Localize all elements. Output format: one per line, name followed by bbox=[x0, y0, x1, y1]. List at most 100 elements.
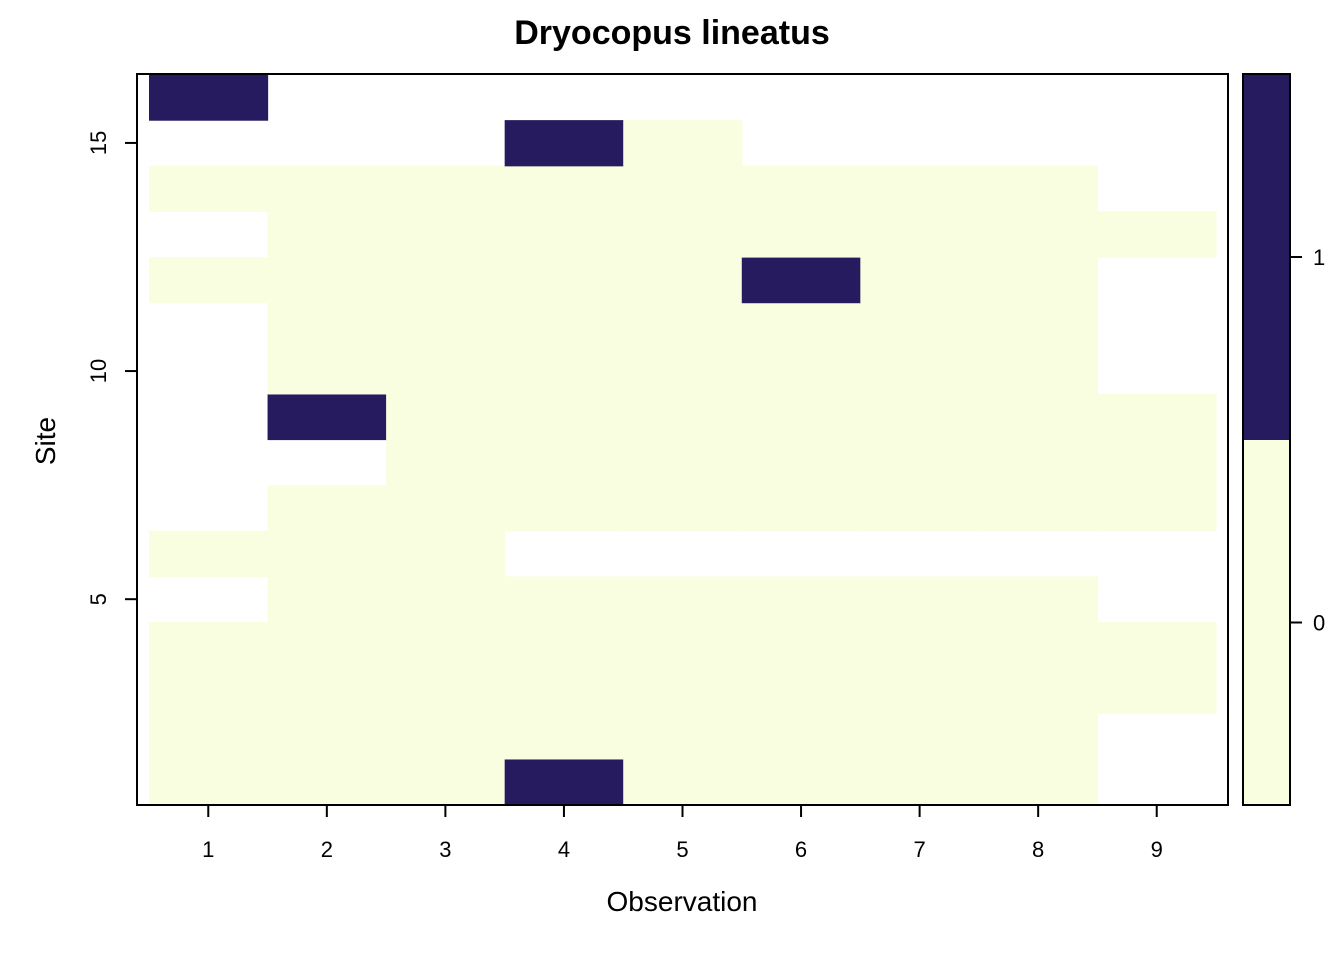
heatmap-cell bbox=[623, 165, 743, 212]
heatmap-cell bbox=[978, 622, 1099, 669]
y-axis-label: Site bbox=[30, 417, 61, 465]
heatmap-cell bbox=[386, 439, 506, 486]
heatmap-cell bbox=[978, 257, 1099, 304]
heatmap-cell bbox=[267, 257, 387, 304]
heatmap-cell bbox=[386, 530, 506, 577]
heatmap-cell bbox=[149, 530, 269, 577]
heatmap-cell bbox=[267, 348, 387, 395]
heatmap-cell bbox=[504, 439, 624, 486]
heatmap-cell bbox=[1097, 439, 1217, 486]
heatmap-cell bbox=[623, 439, 743, 486]
heatmap-cell bbox=[978, 576, 1099, 623]
heatmap-cell bbox=[504, 576, 624, 623]
heatmap-cell bbox=[860, 165, 980, 212]
heatmap-cell bbox=[149, 758, 269, 806]
legend-tick-label: 0 bbox=[1313, 611, 1325, 636]
heatmap-cell bbox=[386, 758, 506, 806]
heatmap-cell bbox=[504, 622, 624, 669]
heatmap-cell bbox=[504, 393, 624, 441]
heatmap-cell bbox=[386, 302, 506, 349]
heatmap-cell bbox=[504, 713, 624, 760]
heatmap-cell bbox=[623, 393, 743, 441]
heatmap-cell bbox=[149, 74, 269, 121]
heatmap-cell bbox=[504, 485, 624, 532]
legend-tick-label: 1 bbox=[1313, 245, 1325, 270]
heatmap-cell bbox=[149, 713, 269, 760]
heatmap-cell bbox=[623, 120, 743, 167]
heatmap-cell bbox=[504, 165, 624, 212]
heatmap-cell bbox=[860, 576, 980, 623]
heatmap-cell bbox=[149, 622, 269, 669]
y-axis: 5 10 15 bbox=[86, 131, 138, 605]
heatmap-cell bbox=[623, 302, 743, 349]
heatmap-cell bbox=[623, 211, 743, 258]
heatmap-cell bbox=[860, 622, 980, 669]
heatmap-cell bbox=[504, 758, 624, 806]
heatmap-cell bbox=[267, 622, 387, 669]
heatmap-cell bbox=[504, 257, 624, 304]
heatmap-cell bbox=[149, 667, 269, 714]
heatmap-cell bbox=[978, 393, 1099, 441]
heatmap-cell bbox=[623, 485, 743, 532]
heatmap-cell bbox=[741, 439, 861, 486]
heatmap-cell bbox=[741, 485, 861, 532]
heatmap-cell bbox=[741, 348, 861, 395]
heatmap-cell bbox=[1097, 485, 1217, 532]
heatmap-cell bbox=[1097, 667, 1217, 714]
heatmap-cell bbox=[741, 622, 861, 669]
heatmap-cell bbox=[267, 530, 387, 577]
x-tick-label: 2 bbox=[321, 837, 333, 862]
y-tick-label: 5 bbox=[86, 593, 111, 605]
heatmap-cell bbox=[860, 758, 980, 806]
x-tick-label: 3 bbox=[439, 837, 451, 862]
heatmap-cell bbox=[860, 348, 980, 395]
heatmap-cell bbox=[741, 758, 861, 806]
heatmap-cell bbox=[978, 439, 1099, 486]
heatmap-cell bbox=[1097, 211, 1217, 258]
heatmap-cell bbox=[741, 576, 861, 623]
heatmap-cell bbox=[386, 576, 506, 623]
heatmap-cell bbox=[267, 302, 387, 349]
heatmap-cell bbox=[741, 393, 861, 441]
heatmap-cell bbox=[978, 165, 1099, 212]
heatmap-cell bbox=[386, 667, 506, 714]
heatmap-cell bbox=[860, 667, 980, 714]
color-legend: 01 bbox=[1242, 73, 1325, 806]
x-axis: 1 2 3 4 5 6 7 8 9 bbox=[202, 804, 1163, 862]
x-tick-label: 4 bbox=[558, 837, 570, 862]
heatmap-cell bbox=[504, 667, 624, 714]
heatmap-cell bbox=[1097, 393, 1217, 441]
heatmap-cell bbox=[267, 211, 387, 258]
heatmap-cell bbox=[386, 165, 506, 212]
heatmap-cell bbox=[386, 393, 506, 441]
x-axis-label: Observation bbox=[607, 886, 758, 917]
x-tick-label: 9 bbox=[1151, 837, 1163, 862]
heatmap-cell bbox=[386, 713, 506, 760]
heatmap-cell bbox=[860, 713, 980, 760]
heatmap-cell bbox=[860, 485, 980, 532]
chart-title: Dryocopus lineatus bbox=[514, 14, 830, 52]
heatmap-cell bbox=[623, 257, 743, 304]
heatmap-cell bbox=[504, 211, 624, 258]
heatmap-cell bbox=[860, 439, 980, 486]
heatmap-cell bbox=[741, 713, 861, 760]
heatmap-cell bbox=[386, 211, 506, 258]
heatmap-cell bbox=[504, 302, 624, 349]
heatmap-cell bbox=[267, 576, 387, 623]
x-tick-label: 1 bbox=[202, 837, 214, 862]
heatmap-cell bbox=[623, 713, 743, 760]
heatmap-cell bbox=[149, 257, 269, 304]
heatmap-cell bbox=[978, 667, 1099, 714]
heatmap-cell bbox=[741, 257, 861, 304]
heatmap-cell bbox=[623, 576, 743, 623]
heatmap-cell bbox=[741, 302, 861, 349]
heatmap-cell bbox=[741, 211, 861, 258]
heatmap-cell bbox=[386, 348, 506, 395]
legend-frame bbox=[1242, 73, 1291, 806]
heatmap-cell bbox=[978, 713, 1099, 760]
legend-swatch bbox=[1243, 74, 1290, 440]
x-tick-label: 8 bbox=[1032, 837, 1044, 862]
heatmap-cell bbox=[386, 485, 506, 532]
heatmap-cell bbox=[267, 485, 387, 532]
